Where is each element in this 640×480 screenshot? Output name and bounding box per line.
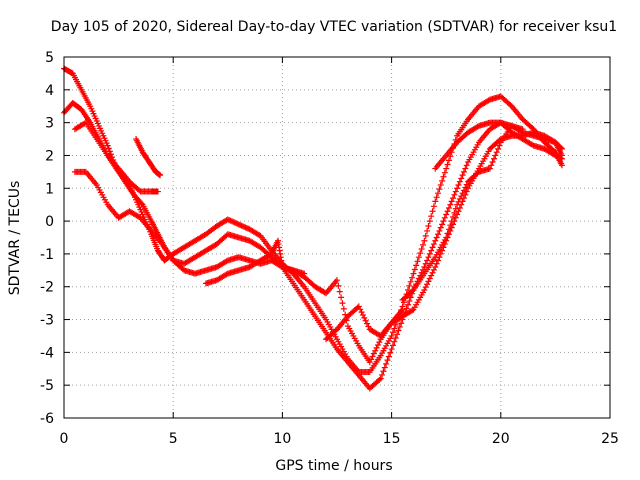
y-tick-label: 4 — [45, 83, 54, 99]
series-markers — [61, 65, 565, 376]
y-tick-label: -4 — [40, 345, 54, 361]
x-tick-label: 25 — [601, 431, 619, 447]
x-tick-label: 10 — [273, 431, 291, 447]
grid — [64, 57, 610, 418]
series-markers — [71, 119, 161, 195]
series-trace-9 — [323, 303, 406, 343]
series-trace-7 — [399, 122, 526, 303]
y-tick-label: -5 — [40, 378, 54, 394]
series-group — [61, 65, 565, 392]
x-tick-label: 5 — [169, 431, 178, 447]
x-tick-label: 15 — [383, 431, 401, 447]
y-tick-label: 5 — [45, 50, 54, 66]
y-tick-label: -3 — [40, 313, 54, 329]
y-tick-label: -2 — [40, 280, 54, 296]
series-markers — [133, 136, 164, 179]
series-markers — [432, 119, 565, 172]
x-axis-label: GPS time / hours — [275, 458, 392, 474]
series-trace-6 — [202, 237, 308, 287]
y-tick-label: -1 — [40, 247, 54, 263]
plot-frame — [63, 56, 611, 419]
y-tick-label: 3 — [45, 116, 54, 132]
ticks: 0 5 10 15 20 25 -6 -5 -4 -3 -2 -1 0 1 2 3 4 5 — [40, 50, 619, 447]
series-trace-8 — [432, 119, 565, 172]
y-tick-label: -6 — [40, 411, 54, 427]
y-axis-label: SDTVAR / TECUs — [7, 181, 23, 296]
series-markers — [202, 237, 308, 287]
series-markers — [399, 122, 526, 303]
series-trace-5 — [71, 119, 161, 195]
series-trace-1 — [61, 65, 565, 376]
chart-title: Day 105 of 2020, Sidereal Day-to-day VTE… — [51, 19, 617, 35]
x-tick-label: 0 — [60, 431, 69, 447]
x-tick-label: 20 — [492, 431, 510, 447]
series-trace-4 — [133, 136, 164, 179]
y-tick-label: 0 — [45, 214, 54, 230]
series-markers — [323, 303, 406, 343]
y-tick-label: 2 — [45, 148, 54, 164]
y-tick-label: 1 — [45, 181, 54, 197]
